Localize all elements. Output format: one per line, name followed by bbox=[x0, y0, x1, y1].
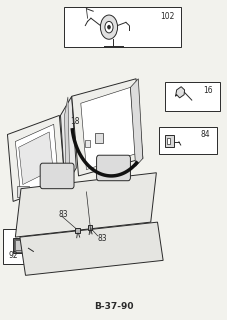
Bar bbox=[85, 140, 90, 147]
Circle shape bbox=[100, 15, 118, 39]
Bar bbox=[167, 138, 170, 144]
Bar bbox=[88, 225, 92, 230]
Bar bbox=[15, 240, 27, 251]
Polygon shape bbox=[20, 222, 163, 275]
Polygon shape bbox=[60, 96, 76, 187]
Bar bbox=[159, 126, 217, 154]
Polygon shape bbox=[15, 124, 59, 203]
Polygon shape bbox=[81, 87, 136, 170]
Polygon shape bbox=[7, 116, 65, 201]
Text: 83: 83 bbox=[98, 234, 107, 243]
Bar bbox=[75, 228, 80, 233]
Polygon shape bbox=[72, 79, 143, 176]
Bar bbox=[13, 238, 28, 253]
Bar bbox=[17, 186, 29, 197]
Bar bbox=[64, 7, 181, 47]
Bar bbox=[165, 135, 174, 147]
Text: 18: 18 bbox=[70, 117, 80, 126]
FancyBboxPatch shape bbox=[21, 156, 40, 167]
Polygon shape bbox=[175, 87, 185, 98]
Polygon shape bbox=[19, 132, 53, 185]
Bar bbox=[3, 228, 52, 264]
FancyBboxPatch shape bbox=[96, 155, 131, 181]
Bar bbox=[95, 133, 103, 143]
Polygon shape bbox=[64, 97, 69, 186]
Polygon shape bbox=[15, 173, 156, 237]
Bar bbox=[14, 239, 27, 252]
Text: 102: 102 bbox=[160, 12, 174, 21]
Circle shape bbox=[105, 21, 113, 33]
Polygon shape bbox=[131, 79, 143, 166]
Text: 83: 83 bbox=[58, 210, 68, 219]
Text: 16: 16 bbox=[203, 86, 213, 95]
Text: B-37-90: B-37-90 bbox=[94, 302, 133, 311]
Bar bbox=[165, 82, 220, 111]
Text: 84: 84 bbox=[201, 130, 210, 140]
Text: 92: 92 bbox=[8, 251, 18, 260]
Circle shape bbox=[108, 25, 110, 29]
FancyBboxPatch shape bbox=[40, 163, 74, 189]
